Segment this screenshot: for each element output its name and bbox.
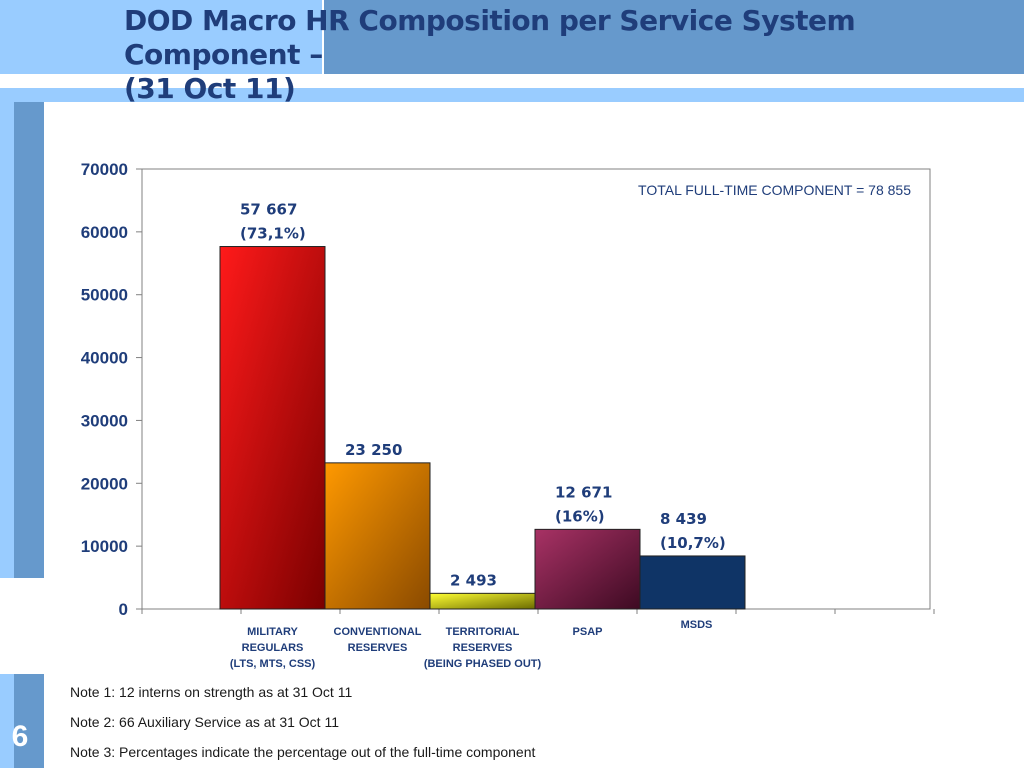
y-tick-label: 10000 [81,537,128,556]
category-label: (BEING PHASED OUT) [424,658,542,670]
note-1: Note 1: 12 interns on strength as at 31 … [70,684,353,700]
title-line-1: DOD Macro HR Composition per Service Sys… [124,4,856,71]
y-tick-label: 60000 [81,223,128,242]
data-label: 23 250 [345,441,402,459]
data-label: (73,1%) [240,225,306,243]
bar-chart: 0 10000 20000 30000 40000 50000 60000 70000 57 6… [81,160,935,670]
category-label: REGULARS [242,642,304,654]
header-band [0,88,1024,102]
category-label: MILITARY [247,626,298,638]
title-line-2: (31 Oct 11) [124,72,296,105]
y-tick-label: 0 [119,600,128,619]
bar-3 [534,528,641,610]
chart-annotation: TOTAL FULL-TIME COMPONENT = 78 855 [638,182,911,198]
y-tick-label: 70000 [81,160,128,179]
data-label: (10,7%) [660,534,726,552]
y-tick-label: 40000 [81,349,128,368]
note-3: Note 3: Percentages indicate the percent… [70,744,536,760]
y-tick-label: 20000 [81,474,128,493]
bar-1 [324,462,431,610]
category-label: RESERVES [348,642,408,654]
y-tick-label: 30000 [81,411,128,430]
y-tick-label: 50000 [81,286,128,305]
page-title: DOD Macro HR Composition per Service Sys… [124,4,1014,106]
side-bar-accent [0,102,14,578]
notes: Note 1: 12 interns on strength as at 31 … [70,682,535,772]
header-left-panel [0,0,322,74]
category-label: PSAP [573,626,603,638]
category-label: TERRITORIAL [446,626,520,638]
category-label: CONVENTIONAL [334,626,422,638]
data-label: 2 493 [450,571,497,589]
slide-number: 6 [11,720,29,753]
data-label: 8 439 [660,510,707,528]
category-label: RESERVES [453,642,513,654]
data-label: 57 667 [240,201,297,219]
data-label: 12 671 [555,483,612,501]
category-label: (LTS, MTS, CSS) [230,658,316,670]
data-label: (16%) [555,507,605,525]
bar-0 [219,246,326,610]
header-right-panel [324,0,1024,74]
bar-2 [429,592,536,610]
category-label: MSDS [681,619,713,631]
bar-4 [639,555,746,610]
slide-number-box [0,674,44,768]
note-2: Note 2: 66 Auxiliary Service as at 31 Oc… [70,714,339,730]
